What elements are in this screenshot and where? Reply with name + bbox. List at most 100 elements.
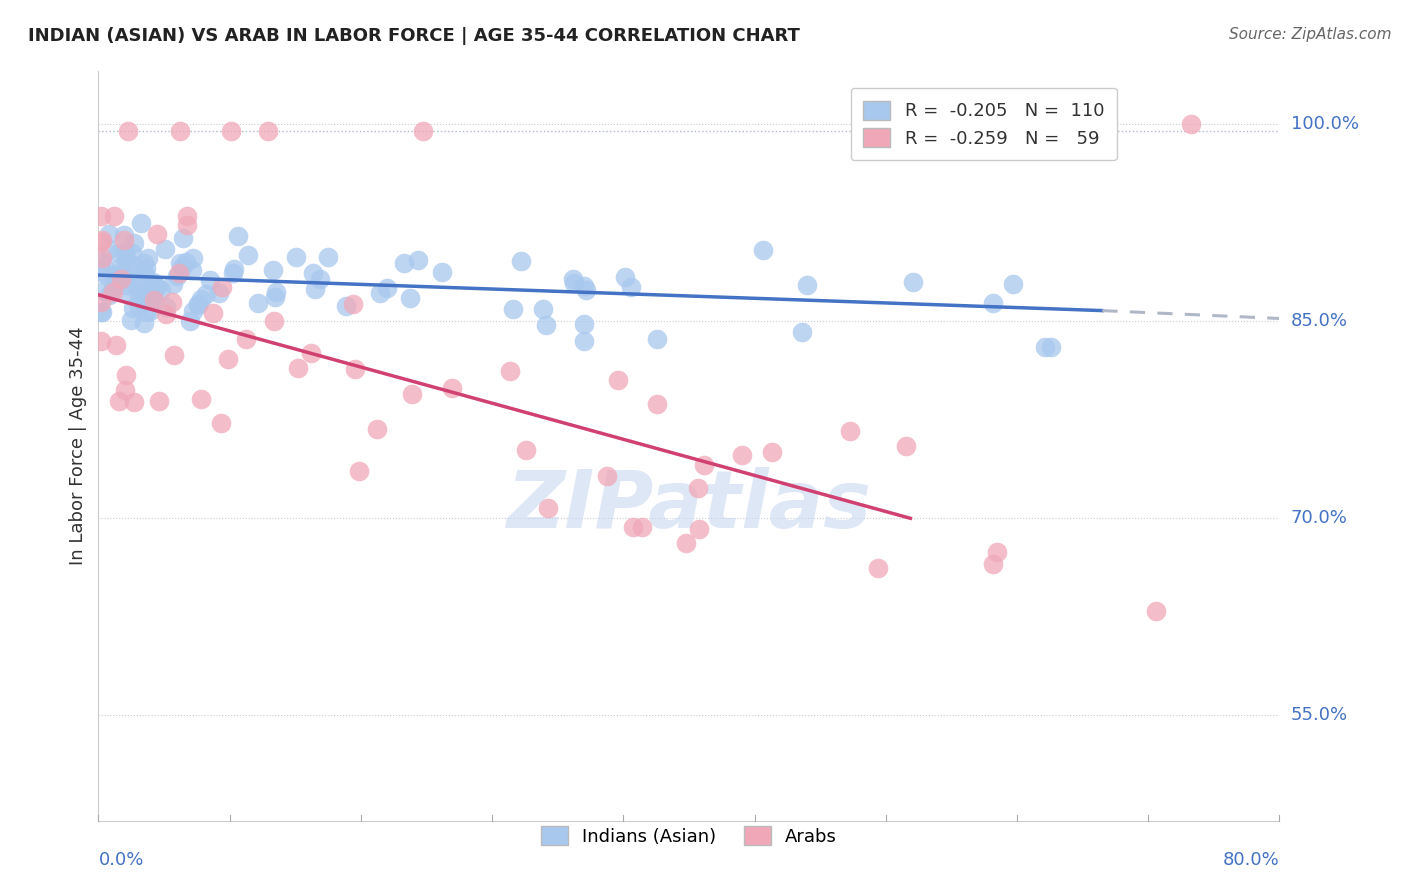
Point: [257, 123, 280, 137]
Point: [135, 261, 157, 276]
Point: [138, 304, 160, 318]
Point: [135, 305, 157, 319]
Point: [142, 275, 165, 289]
Point: [190, 392, 212, 406]
Point: [110, 272, 132, 286]
Point: [162, 277, 184, 292]
Point: [620, 280, 643, 294]
Point: [98, 227, 121, 241]
Point: [631, 520, 654, 534]
Point: [262, 262, 284, 277]
Point: [839, 424, 862, 438]
Point: [596, 469, 619, 483]
Point: [93, 285, 115, 299]
Point: [162, 295, 184, 310]
Point: [146, 227, 169, 241]
Point: [263, 314, 285, 328]
Point: [1033, 340, 1056, 354]
Point: [176, 209, 198, 223]
Point: [132, 316, 155, 330]
Point: [502, 301, 524, 316]
Point: [142, 289, 165, 303]
Legend: Indians (Asian), Arabs: Indians (Asian), Arabs: [534, 819, 844, 853]
Point: [981, 557, 1004, 571]
Point: [101, 285, 124, 299]
Point: [222, 266, 245, 280]
Point: [166, 268, 188, 283]
Point: [731, 448, 754, 462]
Point: [761, 444, 783, 458]
Point: [441, 381, 464, 395]
Point: [366, 422, 388, 436]
Point: [285, 250, 308, 264]
Point: [120, 312, 142, 326]
Point: [146, 280, 169, 294]
Point: [531, 301, 554, 316]
Text: 100.0%: 100.0%: [1291, 115, 1358, 133]
Point: [209, 416, 232, 430]
Point: [134, 256, 156, 270]
Point: [179, 314, 201, 328]
Point: [121, 258, 143, 272]
Text: 0.0%: 0.0%: [98, 851, 143, 869]
Point: [118, 265, 141, 279]
Point: [155, 307, 177, 321]
Point: [224, 261, 246, 276]
Point: [575, 283, 598, 297]
Point: [981, 296, 1004, 310]
Point: [114, 251, 136, 265]
Point: [688, 523, 710, 537]
Point: [686, 481, 709, 495]
Point: [108, 394, 131, 409]
Point: [132, 262, 155, 277]
Y-axis label: In Labor Force | Age 35-44: In Labor Force | Age 35-44: [69, 326, 87, 566]
Point: [176, 254, 198, 268]
Point: [101, 281, 124, 295]
Point: [342, 297, 364, 311]
Point: [894, 439, 917, 453]
Point: [150, 283, 173, 297]
Point: [304, 282, 326, 296]
Point: [90, 295, 112, 310]
Point: [104, 337, 127, 351]
Point: [136, 252, 159, 266]
Point: [134, 267, 156, 281]
Point: [375, 281, 398, 295]
Point: [93, 260, 115, 274]
Point: [264, 290, 287, 304]
Point: [142, 279, 165, 293]
Point: [169, 123, 191, 137]
Point: [97, 242, 120, 256]
Point: [207, 285, 229, 300]
Point: [401, 387, 423, 401]
Point: [202, 305, 225, 319]
Point: [693, 458, 716, 473]
Point: [607, 373, 630, 387]
Point: [145, 281, 167, 295]
Point: [128, 299, 150, 313]
Point: [117, 271, 139, 285]
Point: [301, 266, 323, 280]
Point: [122, 395, 145, 409]
Point: [112, 228, 135, 243]
Point: [572, 317, 595, 331]
Point: [163, 348, 186, 362]
Text: INDIAN (ASIAN) VS ARAB IN LABOR FORCE | AGE 35-44 CORRELATION CHART: INDIAN (ASIAN) VS ARAB IN LABOR FORCE | …: [28, 27, 800, 45]
Point: [104, 270, 127, 285]
Point: [129, 216, 152, 230]
Point: [238, 248, 260, 262]
Point: [169, 266, 191, 280]
Point: [139, 290, 162, 304]
Point: [537, 501, 560, 516]
Point: [181, 251, 204, 265]
Point: [105, 276, 128, 290]
Point: [103, 209, 125, 223]
Point: [675, 535, 697, 549]
Point: [221, 123, 243, 137]
Point: [122, 235, 145, 250]
Point: [127, 286, 149, 301]
Point: [316, 251, 339, 265]
Point: [796, 278, 818, 293]
Point: [515, 443, 537, 458]
Point: [1146, 603, 1168, 617]
